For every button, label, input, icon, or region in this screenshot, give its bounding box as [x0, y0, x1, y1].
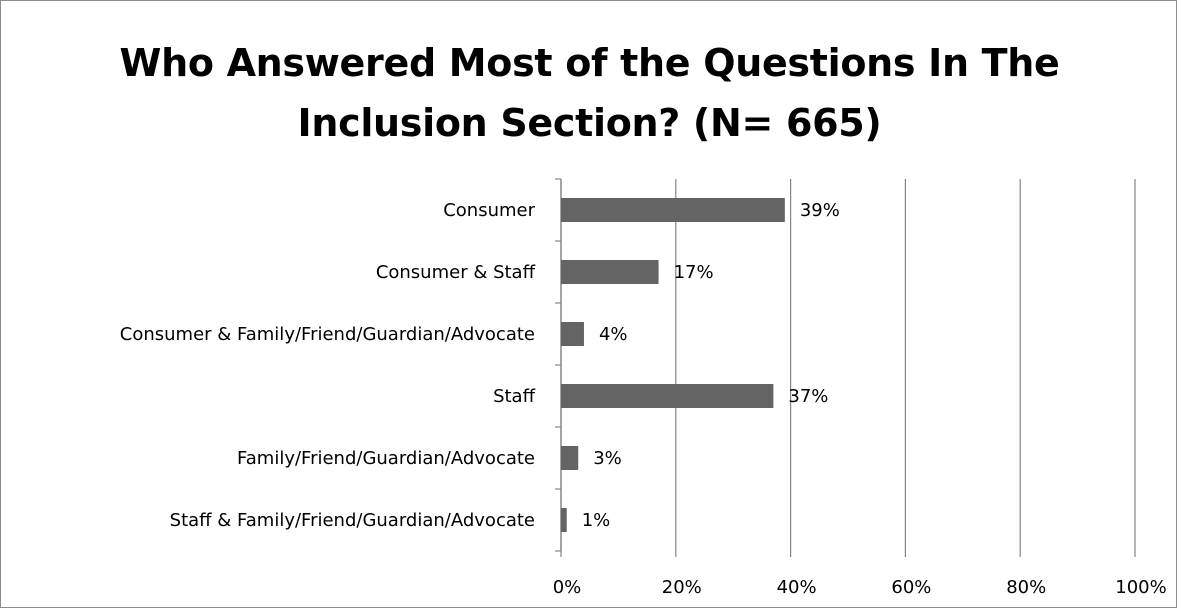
bar-4: [561, 446, 579, 470]
category-label-3: Staff: [493, 386, 536, 407]
x-tick-label-0: 0%: [553, 577, 582, 598]
chart-title: Who Answered Most of the Questions In Th…: [1, 33, 1177, 153]
x-tick-label-20: 20%: [662, 577, 702, 598]
bar-0: [561, 198, 785, 222]
x-tick-label-40: 40%: [777, 577, 817, 598]
x-tick-label-60: 60%: [891, 577, 931, 598]
data-label-1: 17%: [674, 262, 714, 283]
chart-title-line-2: Inclusion Section? (N= 665): [297, 101, 882, 145]
x-tick-label-80: 80%: [1006, 577, 1046, 598]
bar-3: [561, 384, 774, 408]
bar-5: [561, 508, 567, 532]
data-label-0: 39%: [800, 200, 840, 221]
category-label-4: Family/Friend/Guardian/Advocate: [237, 448, 535, 469]
x-tick-label-100: 100%: [1115, 577, 1166, 598]
data-label-4: 3%: [593, 448, 622, 469]
category-label-1: Consumer & Staff: [376, 262, 536, 283]
data-label-2: 4%: [599, 324, 628, 345]
bar-2: [561, 322, 584, 346]
bar-1: [561, 260, 659, 284]
chart-title-line-1: Who Answered Most of the Questions In Th…: [119, 41, 1060, 85]
category-label-5: Staff & Family/Friend/Guardian/Advocate: [170, 510, 535, 531]
data-label-5: 1%: [582, 510, 611, 531]
data-label-3: 37%: [788, 386, 828, 407]
category-label-0: Consumer: [443, 200, 535, 221]
category-label-2: Consumer & Family/Friend/Guardian/Advoca…: [120, 324, 535, 345]
